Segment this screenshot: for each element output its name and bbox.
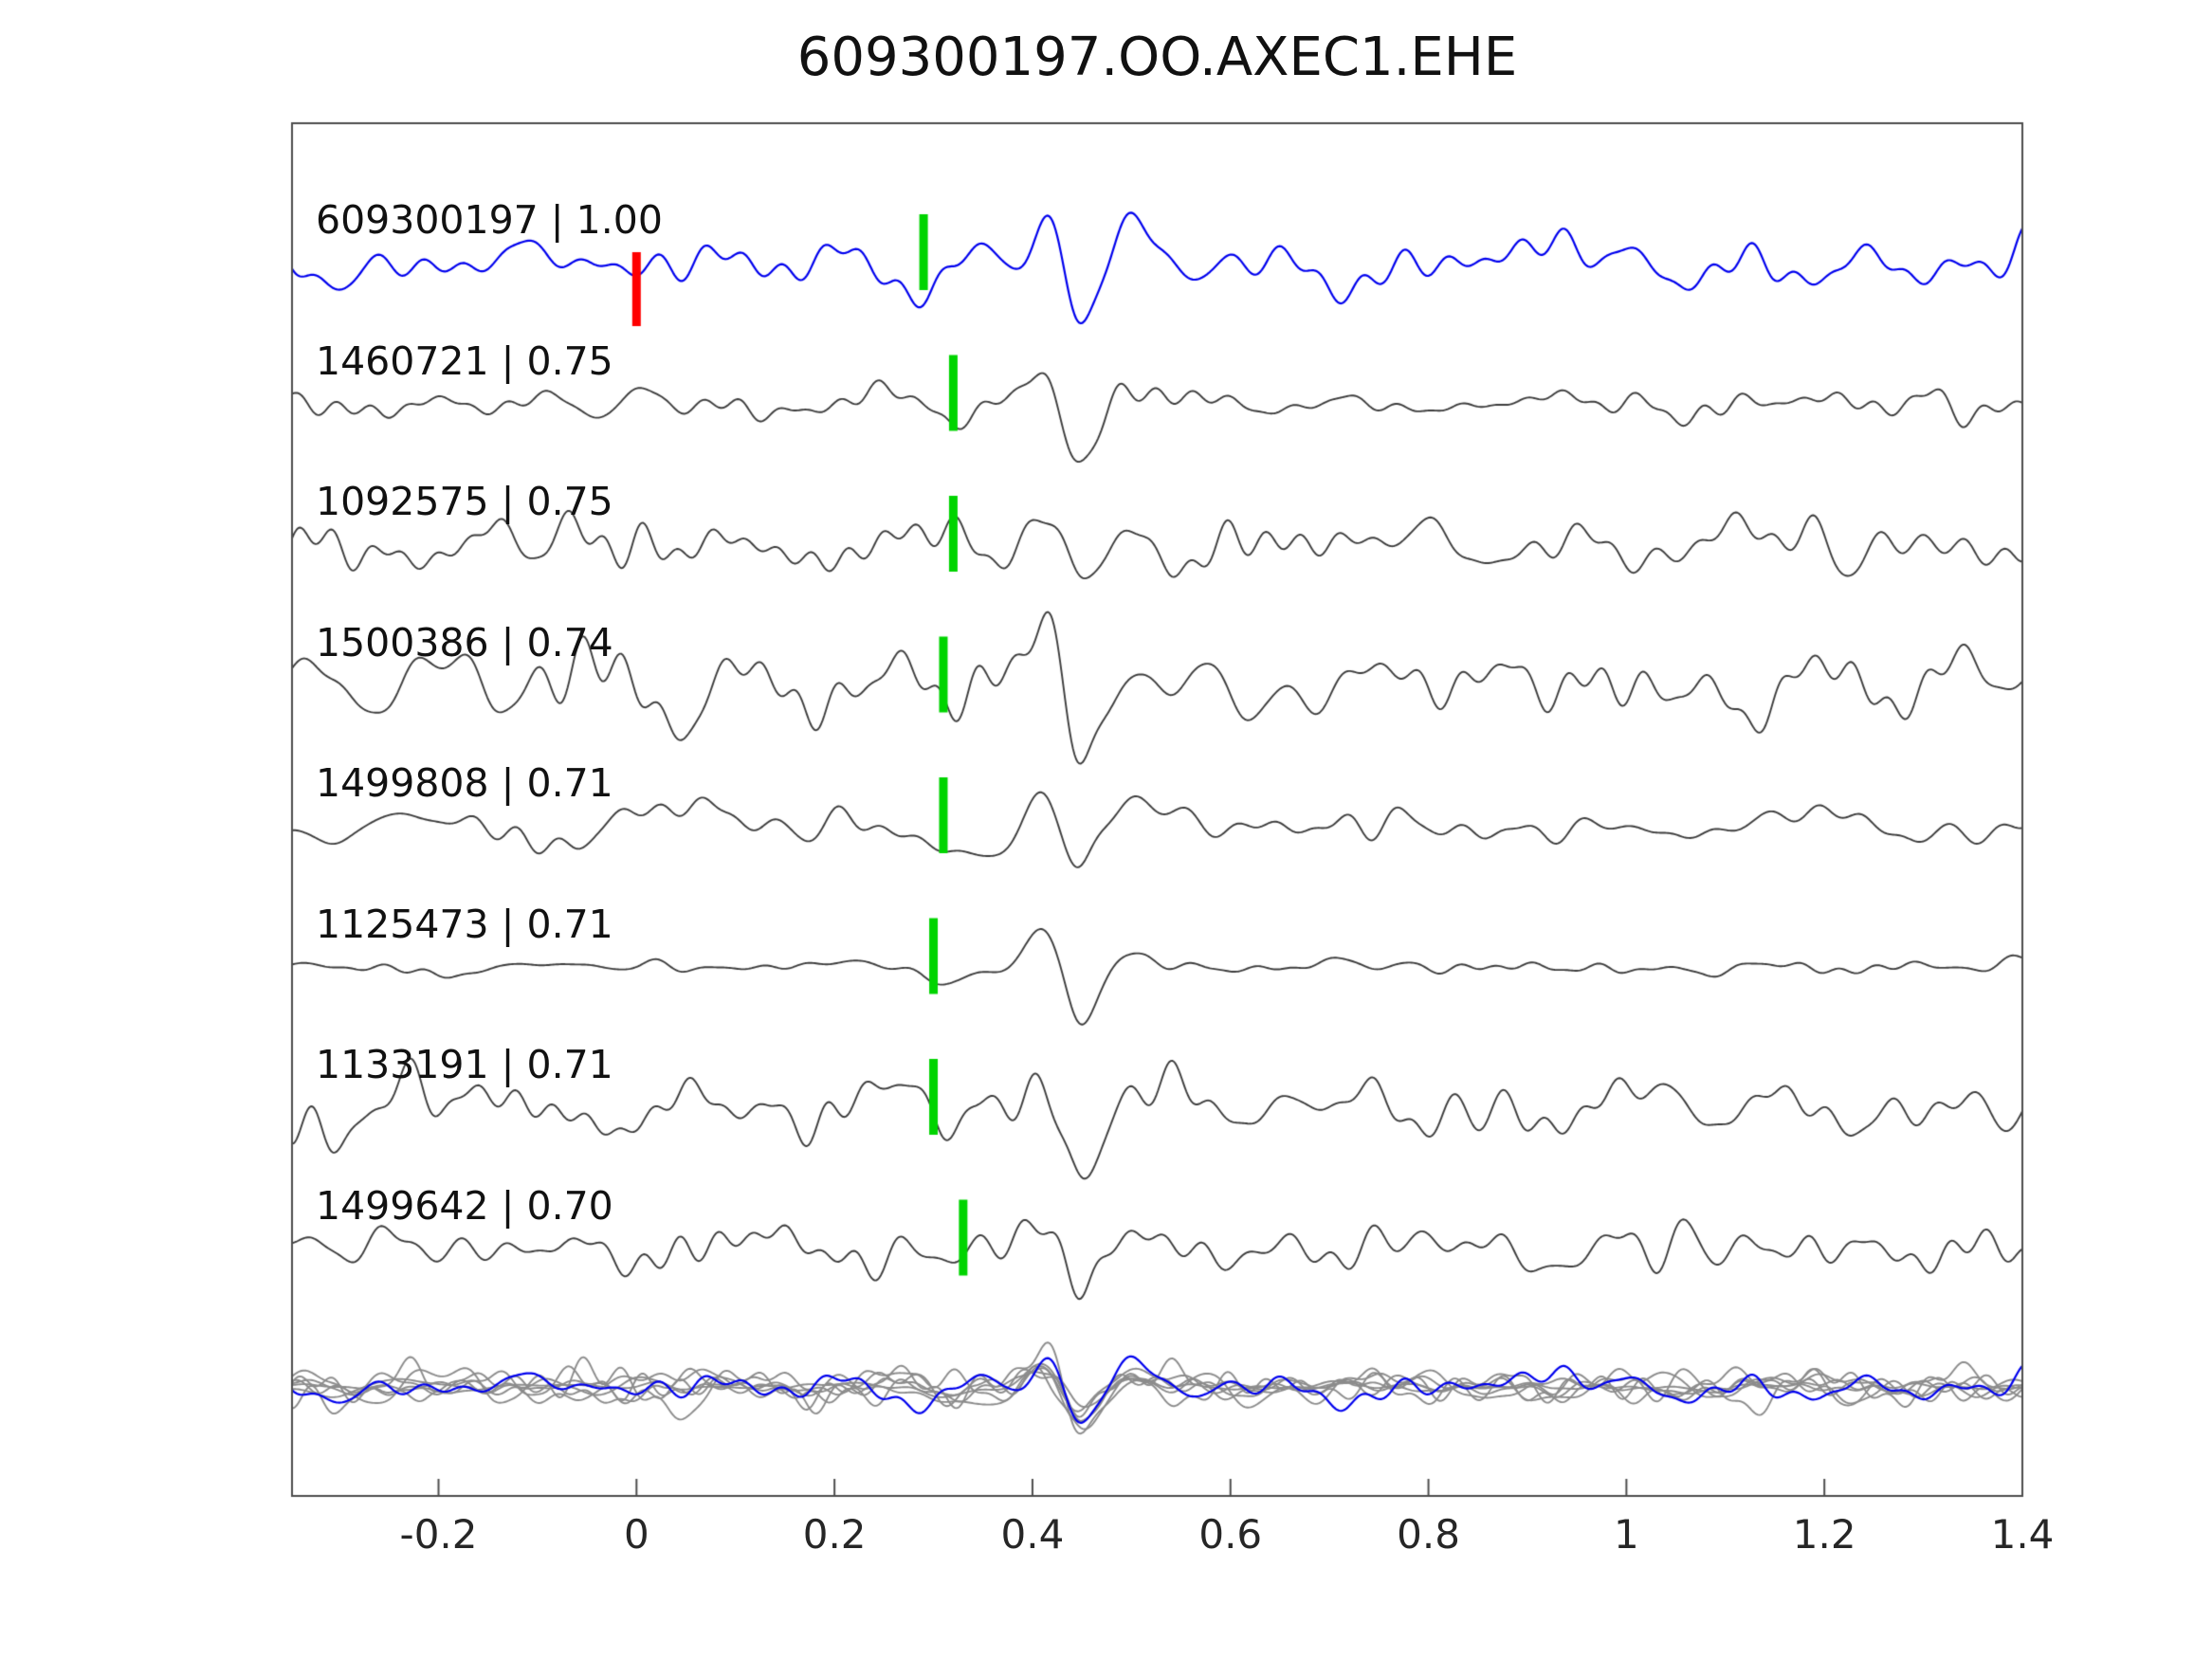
x-tick-label-4: 0.6 — [1198, 1511, 1263, 1558]
x-tick-label-1: 0 — [623, 1511, 649, 1558]
trace-label-3: 1500386 | 0.74 — [316, 619, 613, 665]
trace-label-0: 609300197 | 1.00 — [316, 197, 663, 243]
trace-label-2: 1092575 | 0.75 — [316, 479, 613, 524]
trace-label-1: 1460721 | 0.75 — [316, 337, 613, 384]
x-tick-label-5: 0.8 — [1397, 1511, 1460, 1558]
trace-label-4: 1499808 | 0.71 — [316, 760, 613, 806]
x-tick-label-0: -0.2 — [399, 1511, 478, 1558]
figure-title: 609300197.OO.AXEC1.EHE — [796, 27, 1518, 88]
trace-label-7: 1499642 | 0.70 — [316, 1182, 613, 1229]
x-tick-label-2: 0.2 — [802, 1511, 867, 1558]
x-tick-label-3: 0.4 — [1000, 1511, 1065, 1558]
trace-label-6: 1133191 | 0.71 — [316, 1042, 613, 1087]
x-tick-label-6: 1 — [1614, 1511, 1639, 1558]
x-tick-label-7: 1.2 — [1792, 1511, 1856, 1558]
trace-label-5: 1125473 | 0.71 — [316, 901, 613, 947]
x-tick-label-8: 1.4 — [1990, 1511, 2055, 1558]
